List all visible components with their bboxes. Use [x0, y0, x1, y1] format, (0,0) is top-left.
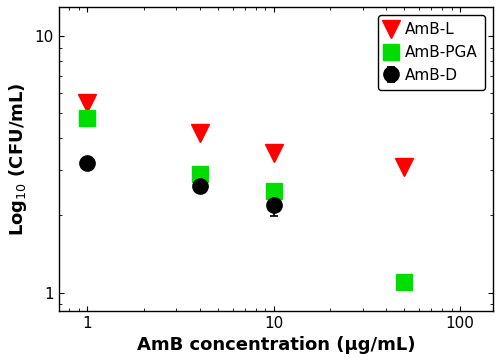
AmB-PGA [196, 172, 202, 176]
Legend: AmB-L, AmB-PGA, AmB-D: AmB-L, AmB-PGA, AmB-D [378, 14, 486, 90]
Line: AmB-L: AmB-L [78, 94, 413, 175]
Y-axis label: Log$_{10}$ (CFU/mL): Log$_{10}$ (CFU/mL) [7, 82, 29, 236]
AmB-PGA [84, 116, 90, 120]
AmB-PGA [271, 188, 277, 193]
AmB-PGA [401, 280, 407, 284]
AmB-L [84, 101, 90, 105]
AmB-L [401, 164, 407, 169]
AmB-L [196, 131, 202, 135]
X-axis label: AmB concentration (μg/mL): AmB concentration (μg/mL) [136, 336, 415, 354]
Line: AmB-PGA: AmB-PGA [80, 110, 412, 290]
AmB-L [271, 151, 277, 155]
